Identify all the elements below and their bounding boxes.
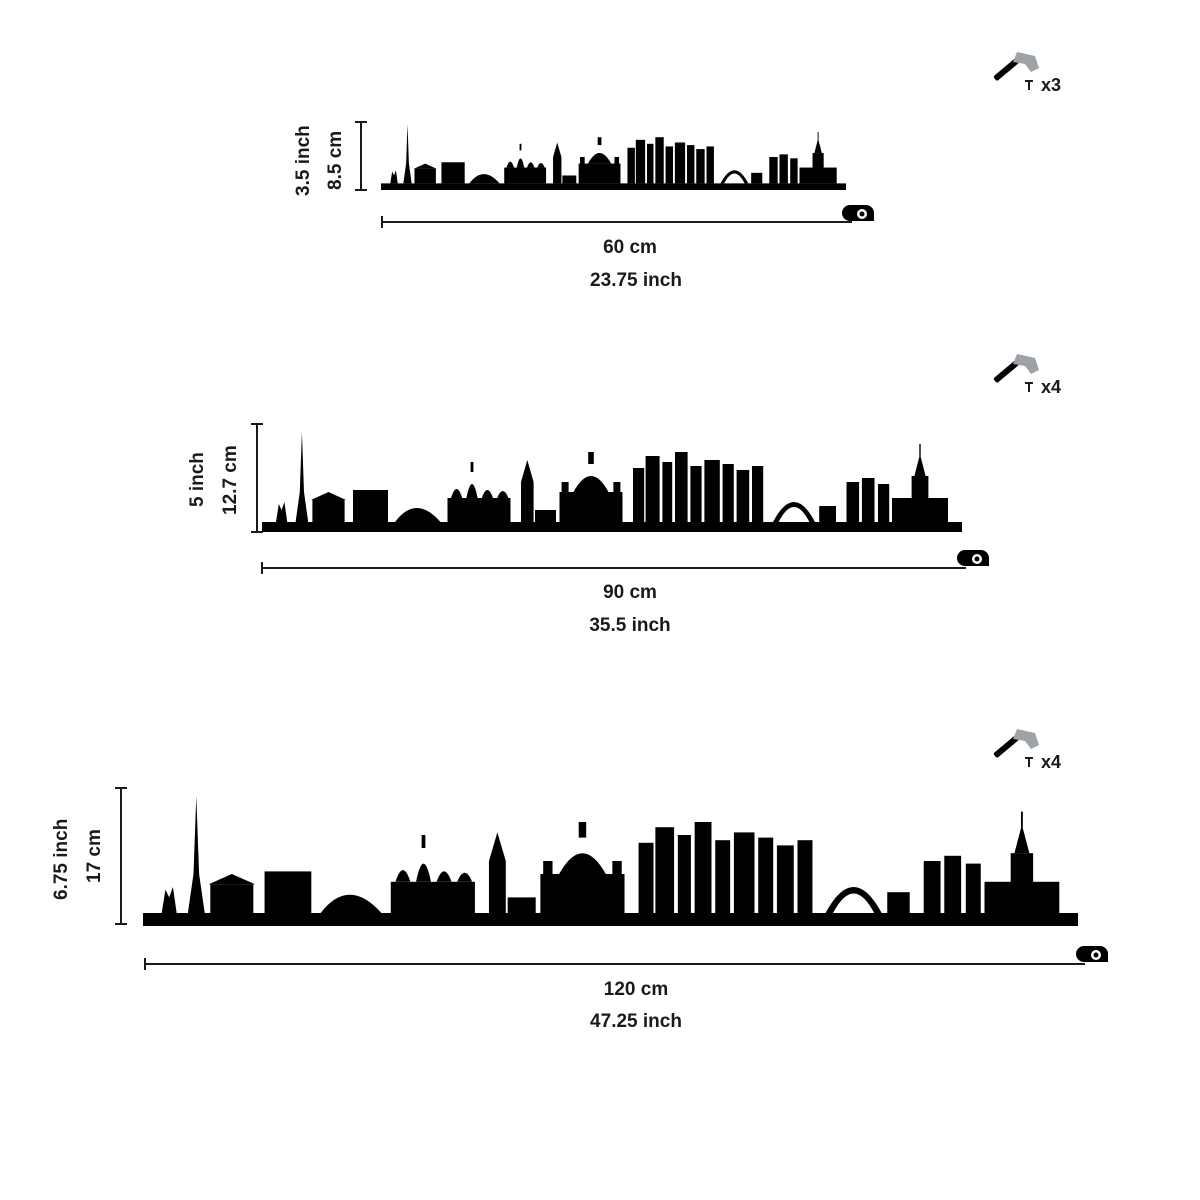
hammer-icon bbox=[993, 354, 1039, 384]
width-cm-label: 90 cm bbox=[603, 582, 657, 603]
height-bracket-small bbox=[355, 121, 367, 191]
width-cm-label: 120 cm bbox=[603, 979, 669, 1000]
skyline-small bbox=[381, 124, 846, 190]
nail-count-label: x3 bbox=[1041, 75, 1062, 95]
width-inch-label: 23.75 inch bbox=[590, 270, 682, 291]
nail-count-label: x4 bbox=[1041, 752, 1062, 772]
height-cm-label: 12.7 cm bbox=[220, 445, 241, 515]
hammer-icon bbox=[993, 729, 1039, 759]
tape-measure-icon bbox=[1076, 946, 1108, 962]
skyline-large bbox=[143, 796, 1079, 926]
height-bracket-large bbox=[115, 787, 127, 925]
nail-icon bbox=[1025, 80, 1033, 90]
height-bracket-medium bbox=[251, 423, 263, 533]
width-line-large bbox=[144, 958, 1085, 970]
nail-icon bbox=[1025, 382, 1033, 392]
width-inch-label: 47.25 inch bbox=[590, 1011, 682, 1032]
skyline-medium bbox=[262, 432, 962, 532]
height-inch-label: 3.5 inch bbox=[293, 125, 314, 196]
width-line-medium bbox=[261, 562, 966, 574]
height-inch-label: 5 inch bbox=[187, 452, 208, 507]
height-cm-label: 8.5 cm bbox=[325, 130, 346, 190]
height-inch-label: 6.75 inch bbox=[51, 818, 72, 900]
nail-count-label: x4 bbox=[1041, 377, 1062, 397]
hammer-icon bbox=[993, 52, 1039, 82]
width-inch-label: 35.5 inch bbox=[589, 615, 671, 636]
width-line-small bbox=[381, 216, 852, 228]
tape-measure-icon bbox=[842, 205, 874, 221]
nail-icon bbox=[1025, 757, 1033, 767]
width-cm-label: 60 cm bbox=[603, 237, 657, 258]
height-cm-label: 17 cm bbox=[84, 829, 105, 883]
tape-measure-icon bbox=[957, 550, 989, 566]
